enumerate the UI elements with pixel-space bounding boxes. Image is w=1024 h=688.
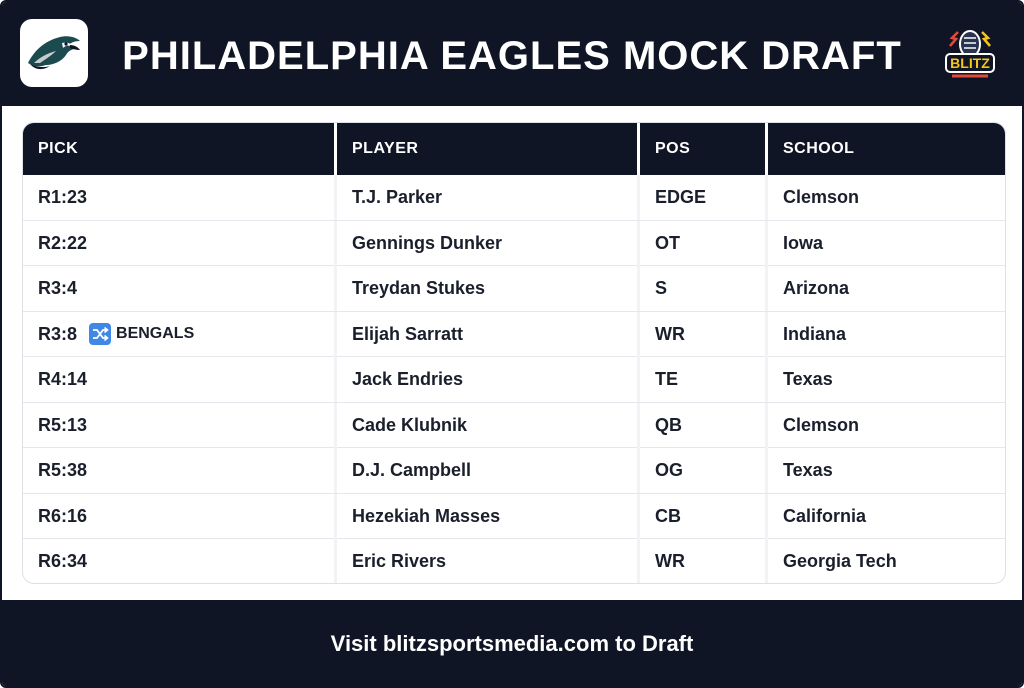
player-cell: Cade Klubnik xyxy=(334,402,637,448)
position-cell: EDGE xyxy=(637,175,765,220)
position-cell: WR xyxy=(637,539,765,583)
position-cell: S xyxy=(637,266,765,311)
footer-bar: Visit blitzsportsmedia.com to Draft xyxy=(2,600,1022,686)
trade-team-label: BENGALS xyxy=(116,325,195,343)
draft-table: PICK PLAYER POS SCHOOL R1:23 T.J. Parker… xyxy=(22,122,1006,584)
column-header-player: PLAYER xyxy=(334,123,637,175)
position-cell: OG xyxy=(637,448,765,493)
blitz-logo-text: BLITZ xyxy=(950,55,990,71)
school-cell: Texas xyxy=(765,448,1005,493)
table-body: R1:23 T.J. Parker EDGE Clemson R2:22 Gen… xyxy=(23,175,1005,583)
brand-logo: BLITZ xyxy=(942,28,998,82)
team-logo xyxy=(20,19,88,87)
player-cell: Gennings Dunker xyxy=(334,220,637,266)
column-header-school: SCHOOL xyxy=(765,123,1005,175)
pick-number: R3:8 xyxy=(38,323,78,344)
table-row: R2:22 Gennings Dunker OT Iowa xyxy=(23,220,1005,266)
pick-cell: R5:38 xyxy=(38,460,88,480)
pick-cell: R2:22 xyxy=(38,232,88,253)
table-header: PICK PLAYER POS SCHOOL xyxy=(23,123,1005,175)
pick-cell: R6:34 xyxy=(38,551,88,571)
school-cell: California xyxy=(765,493,1005,539)
position-cell: QB xyxy=(637,402,765,448)
player-cell: Elijah Sarratt xyxy=(334,311,637,357)
player-cell: Hezekiah Masses xyxy=(334,493,637,539)
position-cell: WR xyxy=(637,311,765,357)
school-cell: Iowa xyxy=(765,220,1005,266)
table-row: R5:38 D.J. Campbell OG Texas xyxy=(23,448,1005,494)
table-row: R3:8 BENGALS Elijah Sarratt WR Indiana xyxy=(23,311,1005,357)
player-cell: Treydan Stukes xyxy=(334,266,637,311)
position-cell: OT xyxy=(637,220,765,266)
school-cell: Texas xyxy=(765,357,1005,402)
table-row: R5:13 Cade Klubnik QB Clemson xyxy=(23,402,1005,448)
pick-cell: R6:16 xyxy=(38,505,88,526)
table-row: R3:4 Treydan Stukes S Arizona xyxy=(23,266,1005,312)
player-cell: Eric Rivers xyxy=(334,539,637,583)
footer-call-to-action: Visit blitzsportsmedia.com to Draft xyxy=(330,631,694,656)
school-cell: Georgia Tech xyxy=(765,539,1005,583)
shuffle-icon xyxy=(89,322,112,345)
position-cell: CB xyxy=(637,493,765,539)
column-header-pos: POS xyxy=(637,123,765,175)
player-cell: T.J. Parker xyxy=(334,175,637,220)
page-title: PHILADELPHIA EAGLES MOCK DRAFT xyxy=(122,34,902,78)
pick-cell: R3:8 BENGALS xyxy=(23,312,334,357)
table-row: R6:16 Hezekiah Masses CB California xyxy=(23,493,1005,539)
column-header-pick: PICK xyxy=(38,140,79,157)
pick-cell: R5:13 xyxy=(38,414,88,435)
school-cell: Arizona xyxy=(765,266,1005,311)
player-cell: D.J. Campbell xyxy=(334,448,637,493)
trade-indicator: BENGALS xyxy=(89,311,194,356)
pick-cell: R4:14 xyxy=(38,369,88,389)
position-cell: TE xyxy=(637,357,765,402)
school-cell: Clemson xyxy=(765,402,1005,448)
table-row: R4:14 Jack Endries TE Texas xyxy=(23,357,1005,403)
pick-cell: R3:4 xyxy=(38,278,78,298)
table-row: R1:23 T.J. Parker EDGE Clemson xyxy=(23,175,1005,221)
table-row: R6:34 Eric Rivers WR Georgia Tech xyxy=(23,539,1005,583)
pick-cell: R1:23 xyxy=(38,187,88,207)
blitz-logo-icon: BLITZ xyxy=(945,30,995,78)
eagle-head-icon xyxy=(28,36,80,70)
header-bar: PHILADELPHIA EAGLES MOCK DRAFT BLITZ xyxy=(2,2,1022,106)
school-cell: Indiana xyxy=(765,311,1005,357)
player-cell: Jack Endries xyxy=(334,357,637,402)
school-cell: Clemson xyxy=(765,175,1005,220)
